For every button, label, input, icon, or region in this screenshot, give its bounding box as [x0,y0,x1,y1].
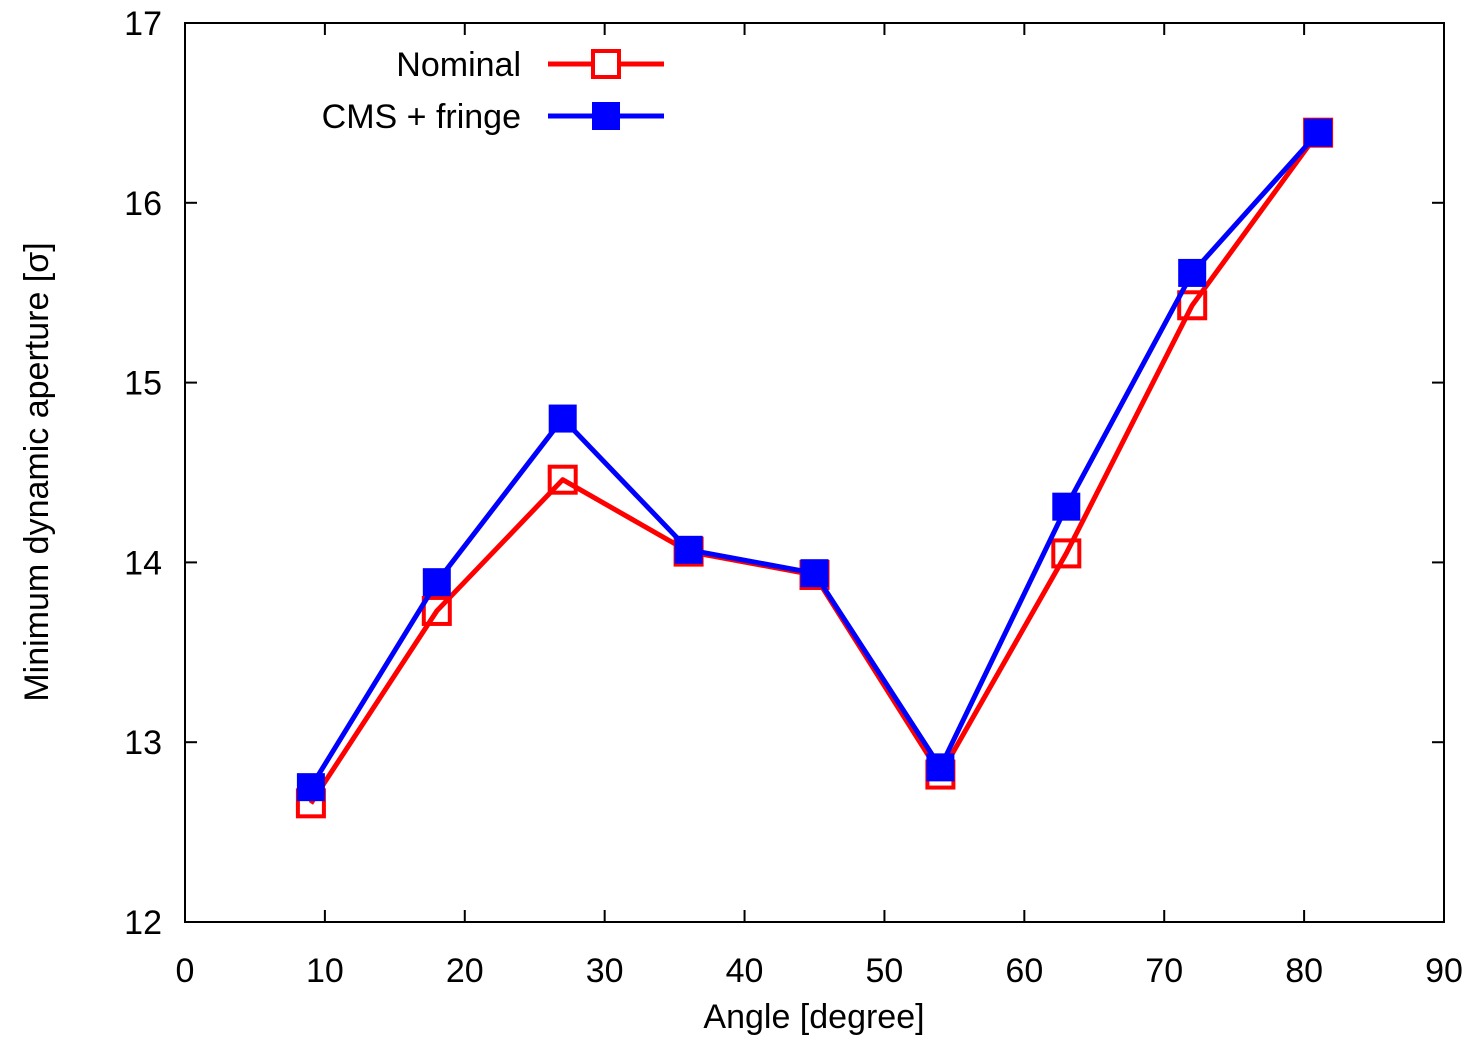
data-point [1304,118,1333,147]
y-tick-label: 16 [124,185,162,223]
tick-labels: 0 10 20 30 40 50 60 70 80 90 12 13 14 15 16 17 [124,5,1463,990]
x-tick-label: 60 [1005,952,1043,990]
data-point [926,753,955,782]
plot-frame [184,22,1445,923]
x-tick-label: 0 [176,952,195,990]
data-point [296,773,325,802]
x-tick-label: 10 [306,952,344,990]
y-axis-title: Minimum dynamic aperture [σ] [18,242,56,701]
y-tick-label: 14 [124,544,162,582]
x-tick-label: 50 [866,952,904,990]
data-point [1052,492,1081,521]
data-point [1051,538,1082,569]
x-tick-label: 70 [1145,952,1183,990]
data-point [800,559,829,588]
x-tick-label: 20 [446,952,484,990]
series-line-cms-fringe [308,131,1320,789]
x-tick-label: 40 [726,952,764,990]
legend-label: Nominal [396,46,521,84]
legend-marker [591,49,621,79]
legend-item: CMS + fringe [322,98,664,136]
series-line-nominal [308,131,1321,805]
ticks [184,22,1445,923]
x-tick-label: 30 [586,952,624,990]
data-point [422,568,451,597]
data-point [674,535,703,564]
x-axis-title: Angle [degree] [703,998,924,1036]
series-layer [295,117,1334,819]
data-point [1178,258,1207,287]
data-point [421,595,452,626]
y-tick-label: 17 [124,5,162,43]
legend-item: Nominal [396,46,664,84]
y-tick-label: 12 [124,904,162,942]
y-tick-label: 13 [124,724,162,762]
x-tick-label: 80 [1285,952,1323,990]
series-nominal [295,117,1334,819]
legend: Nominal CMS + fringe [322,46,664,136]
legend-label: CMS + fringe [322,98,521,136]
data-point [1177,290,1208,321]
data-point [548,404,577,433]
data-point [547,464,578,495]
series-cms-fringe [296,118,1333,802]
x-tick-label: 90 [1425,952,1463,990]
legend-marker [592,102,620,130]
y-tick-label: 15 [124,365,162,403]
